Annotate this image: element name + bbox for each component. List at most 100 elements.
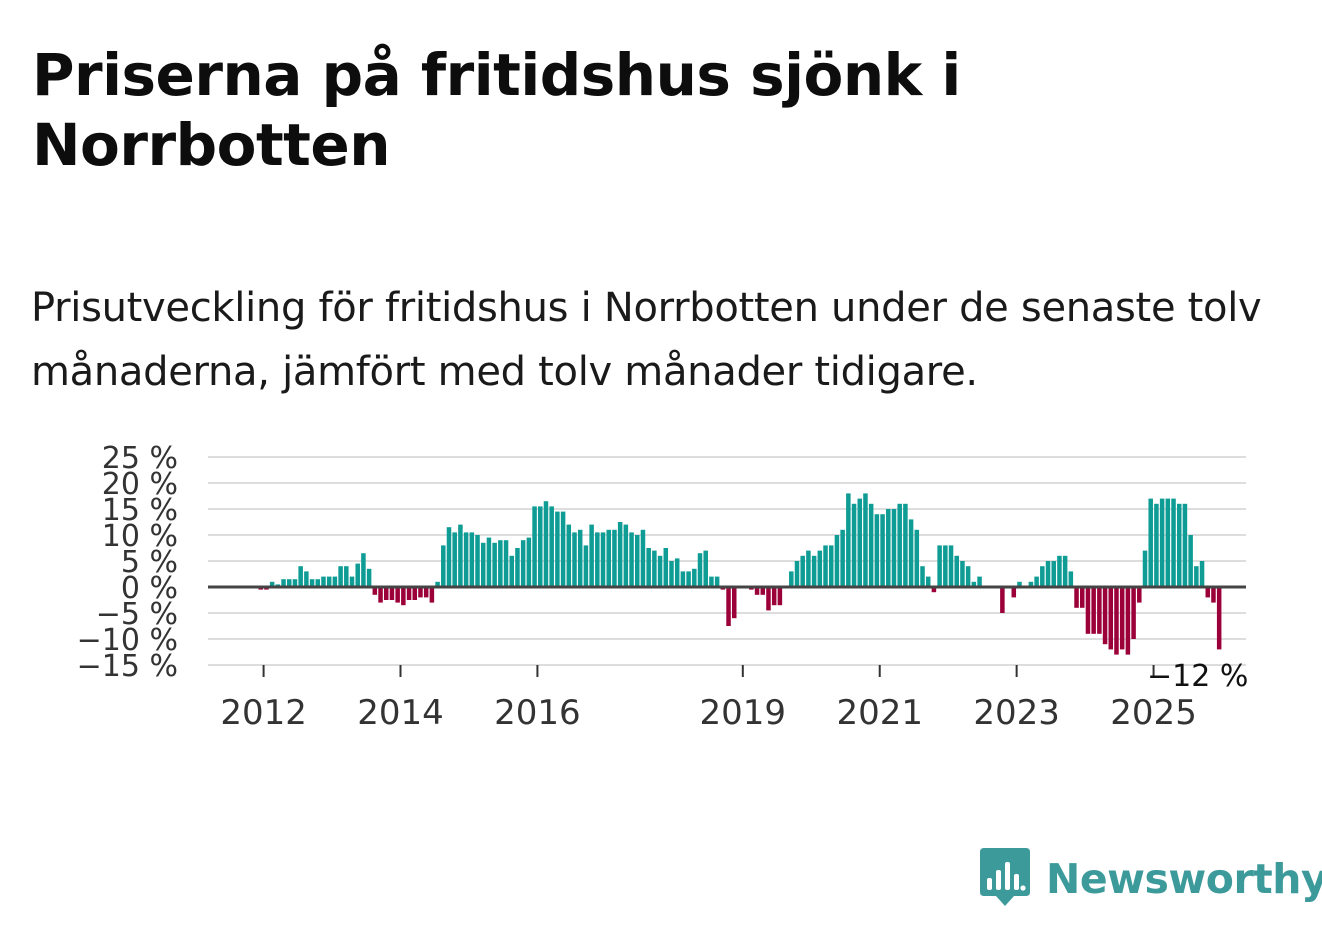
bar-positive (617, 522, 623, 587)
bar-positive (1062, 555, 1068, 587)
bar-positive (349, 576, 355, 587)
bar-negative (1097, 587, 1102, 634)
bar-negative (429, 587, 435, 603)
bar-negative (1079, 587, 1085, 608)
bar-positive (526, 537, 532, 587)
bar-positive (532, 506, 537, 587)
bar-positive (304, 571, 309, 587)
bar-positive (498, 540, 503, 587)
bar-positive (800, 555, 805, 587)
bar-negative (1085, 587, 1091, 634)
bar-positive (874, 514, 880, 587)
bar-positive (326, 576, 332, 587)
bar-negative (389, 587, 395, 600)
bar-negative (1216, 587, 1222, 650)
bar-positive (1045, 561, 1051, 587)
y-tick-label: −15 % (77, 649, 178, 684)
bar-negative (1211, 587, 1216, 603)
bar-negative (1108, 587, 1114, 650)
bar-positive (583, 545, 589, 587)
x-axis-ticks: 2012 2014 2016 2019 2021 2023 2025 (220, 665, 1197, 733)
chart-subtitle: Prisutveckling för fritidshus i Norrbott… (31, 285, 1262, 395)
bar-positive (954, 555, 959, 587)
bar-positive (475, 535, 480, 587)
bar-positive (606, 529, 611, 587)
bar-negative (395, 587, 400, 603)
bar-negative (777, 587, 783, 606)
bar-positive (452, 532, 457, 587)
bar-negative (771, 587, 777, 606)
bar-positive (703, 550, 708, 587)
y-tick-label: 0 % (121, 571, 178, 606)
bar-positive (321, 576, 326, 587)
bar-positive (971, 581, 977, 587)
bar-positive (1028, 581, 1034, 587)
bar-negative (372, 587, 378, 595)
bar-positive (1165, 498, 1171, 587)
bar-negative (1119, 587, 1125, 650)
bar-positive (914, 529, 920, 587)
bar-negative (1102, 587, 1108, 645)
y-tick-label: −5 % (96, 597, 178, 632)
bar-positive (851, 503, 857, 587)
y-axis-ticks: 25 %20 %15 %10 %5 %0 %−5 %−10 %−15 % (77, 441, 178, 684)
bar-negative (760, 587, 766, 595)
bar-negative (401, 587, 406, 606)
bar-negative (1074, 587, 1079, 608)
bar-positive (709, 576, 714, 587)
bar-positive (925, 576, 931, 587)
bar-positive (338, 566, 343, 587)
bar-positive (332, 576, 338, 587)
bars (258, 493, 1222, 655)
bar-positive (857, 498, 863, 587)
bar-positive (1194, 566, 1199, 587)
bar-positive (1176, 503, 1182, 587)
bar-negative (1125, 587, 1131, 655)
bar-positive (281, 579, 286, 587)
bar-negative (726, 587, 731, 626)
bar-positive (646, 548, 651, 587)
bar-positive (435, 581, 440, 587)
bar-positive (1057, 555, 1062, 587)
bar-positive (686, 571, 691, 587)
bar-positive (469, 532, 475, 587)
bar-positive (1188, 535, 1193, 587)
bar-positive (1051, 561, 1056, 587)
bar-positive (458, 524, 463, 587)
bar-positive (920, 566, 925, 587)
bar-positive (589, 524, 594, 587)
x-tick-label: 2023 (973, 693, 1060, 733)
bar-positive (566, 524, 572, 587)
bar-positive (612, 529, 617, 587)
bar-positive (366, 568, 372, 587)
bar-positive (1159, 498, 1165, 587)
bar-positive (965, 566, 971, 587)
bar-positive (948, 545, 954, 587)
bar-negative (1000, 587, 1005, 613)
bar-positive (663, 548, 669, 587)
bar-positive (908, 519, 914, 587)
bar-positive (960, 561, 965, 587)
bar-positive (446, 527, 452, 587)
bar-positive (886, 509, 891, 587)
bar-positive (1040, 566, 1045, 587)
brand-name: Newsworthy (1046, 855, 1322, 903)
bar-positive (652, 550, 657, 587)
x-tick-label: 2016 (494, 693, 581, 733)
bar-positive (572, 532, 577, 587)
bar-negative (1205, 587, 1211, 598)
y-tick-label: 25 % (102, 441, 178, 476)
y-tick-label: 5 % (121, 545, 178, 580)
bar-positive (543, 501, 549, 587)
bar-positive (640, 529, 646, 587)
bar-negative (412, 587, 418, 600)
bar-positive (555, 511, 560, 587)
bar-positive (977, 576, 982, 587)
bar-positive (891, 509, 897, 587)
bar-negative (766, 587, 771, 611)
y-tick-label: 15 % (102, 493, 178, 528)
bar-positive (823, 545, 828, 587)
bar-positive (361, 553, 366, 587)
bar-positive (635, 535, 640, 587)
bar-positive (697, 553, 703, 587)
